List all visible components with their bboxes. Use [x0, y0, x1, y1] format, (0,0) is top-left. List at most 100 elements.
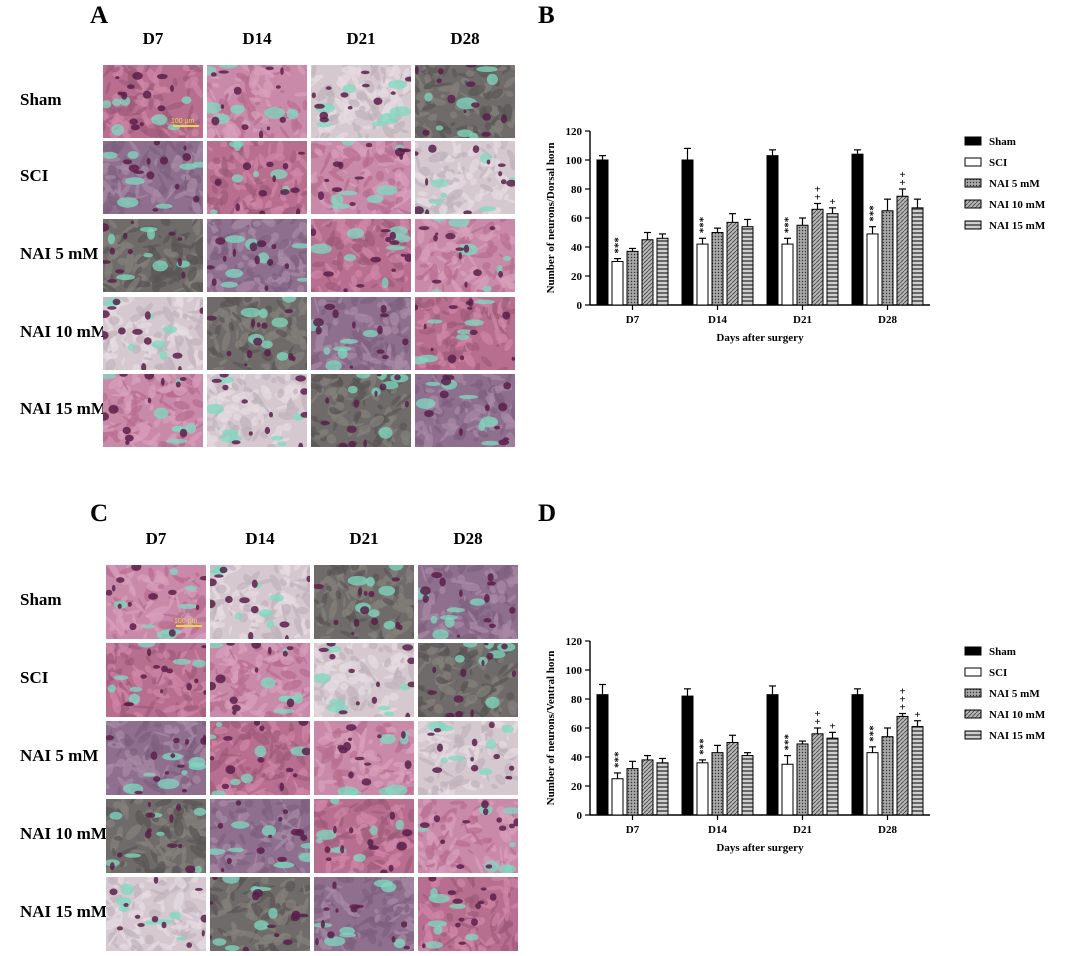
row-label-nai-10-mm: NAI 10 mM [20, 824, 107, 843]
micrograph-sham-d7: 100 µm [106, 565, 206, 639]
column-label-d21: D21 [346, 29, 376, 48]
significance-marker: + [899, 686, 905, 698]
legend-swatch-nai-5-mm [964, 178, 982, 188]
micrograph-nai-10-mm-d14 [210, 799, 310, 873]
micrograph-nai-15-mm-d28 [415, 374, 515, 447]
row-label-nai-10-mm: NAI 10 mM [20, 321, 107, 341]
bar-sham-d28 [851, 694, 864, 816]
micrograph-nai-5-mm-d21 [314, 721, 414, 795]
bar-chart-dorsal-horn: 0 20 40 60 80 100 120 Number of neurons/Dorsal … [545, 126, 1046, 344]
micrograph-nai-5-mm-d21 [311, 219, 411, 292]
panel-letter-a: A [90, 2, 109, 29]
panel-letter-b: B [538, 2, 555, 29]
legend-swatch-nai-10-mm [964, 199, 982, 209]
bar-sham-d14 [681, 695, 694, 816]
significance-marker: *** [613, 751, 625, 768]
legend-swatch-sci [964, 667, 982, 677]
micrograph-nai-5-mm-d7 [106, 721, 206, 795]
bar-nai-15-mm-d28 [911, 207, 924, 306]
significance-marker: + [829, 196, 835, 208]
legend-swatch-sham [964, 136, 982, 146]
significance-marker: + [914, 709, 920, 721]
y-tick-label: 120 [566, 126, 583, 138]
micrograph-sci-d7 [106, 643, 206, 717]
legend-label-nai-10-mm: NAI 10 mM [989, 199, 1046, 211]
micrograph-nai-10-mm-d7 [106, 799, 206, 873]
bar-sci-d7 [611, 778, 624, 816]
significance-marker: *** [868, 205, 880, 222]
significance-marker: + [814, 716, 820, 728]
micrograph-nai-15-mm-d14 [207, 374, 307, 447]
micrograph-sham-d21 [311, 65, 411, 138]
bar-nai-10-mm-d14 [726, 742, 739, 816]
column-label-d14: D14 [245, 529, 275, 548]
bar-nai-15-mm-d21 [826, 213, 839, 306]
bar-nai-10-mm-d21 [811, 733, 824, 816]
significance-marker: + [814, 192, 820, 204]
y-tick-label: 80 [571, 694, 583, 706]
y-tick-label: 0 [577, 300, 583, 312]
y-tick-label: 100 [566, 155, 583, 167]
legend-swatch-nai-5-mm [964, 688, 982, 698]
x-tick-label-d7: D7 [626, 824, 640, 836]
significance-marker: + [899, 177, 905, 189]
column-label-d21: D21 [349, 529, 379, 548]
bar-nai-10-mm-d28 [896, 715, 909, 816]
micrograph-nai-10-mm-d28 [415, 297, 515, 370]
micrograph-nai-15-mm-d21 [311, 374, 411, 447]
x-tick-label-d28: D28 [878, 314, 897, 326]
bar-sci-d7 [611, 261, 624, 306]
bar-sham-d21 [766, 694, 779, 816]
bar-nai-15-mm-d21 [826, 737, 839, 816]
bar-nai-15-mm-d28 [911, 726, 924, 816]
bar-nai-15-mm-d7 [656, 762, 669, 816]
micrograph-nai-10-mm-d21 [314, 799, 414, 873]
bar-sci-d28 [866, 752, 879, 816]
micrograph-nai-15-mm-d21 [314, 877, 414, 951]
significance-marker: + [899, 169, 905, 181]
y-tick-label: 100 [566, 665, 583, 677]
bar-sci-d21 [781, 763, 794, 816]
micrograph-nai-15-mm-d7 [106, 877, 206, 951]
legend-swatch-nai-10-mm [964, 709, 982, 719]
micrograph-sci-d7 [103, 141, 203, 214]
row-label-nai-5-mm: NAI 5 mM [20, 746, 99, 765]
legend-label-nai-5-mm: NAI 5 mM [989, 688, 1040, 700]
bar-nai-10-mm-d7 [641, 239, 654, 306]
legend-swatch-sham [964, 646, 982, 656]
micrograph-nai-10-mm-d21 [311, 297, 411, 370]
bar-nai-5-mm-d7 [626, 250, 639, 306]
significance-marker: *** [868, 725, 880, 742]
row-label-sci: SCI [20, 165, 49, 185]
bar-sci-d21 [781, 243, 794, 306]
bar-nai-15-mm-d14 [741, 755, 754, 816]
y-tick-label: 20 [571, 271, 583, 283]
significance-marker: + [829, 720, 835, 732]
legend-label-sci: SCI [989, 667, 1007, 679]
micrograph-sci-d21 [311, 141, 411, 214]
significance-marker: + [814, 708, 820, 720]
y-tick-label: 80 [571, 184, 583, 196]
micrograph-nai-5-mm-d14 [207, 219, 307, 292]
micrograph-sci-d14 [210, 643, 310, 717]
micrograph-sham-d14 [207, 65, 307, 138]
micrograph-sham-d14 [210, 565, 310, 639]
row-label-sham: Sham [20, 590, 62, 609]
significance-marker: *** [698, 216, 710, 233]
x-tick-label-d21: D21 [793, 824, 812, 836]
bar-sham-d28 [851, 153, 864, 306]
bar-nai-5-mm-d14 [711, 232, 724, 306]
legend-swatch-sci [964, 157, 982, 167]
legend-label-sham: Sham [989, 646, 1016, 658]
bar-nai-15-mm-d7 [656, 237, 669, 306]
micrograph-nai-10-mm-d28 [418, 799, 518, 873]
row-label-nai-15-mm: NAI 15 mM [20, 398, 107, 418]
bar-nai-5-mm-d21 [796, 743, 809, 816]
panel-letter-c: C [90, 500, 109, 527]
y-tick-label: 60 [571, 213, 583, 225]
x-tick-label-d14: D14 [708, 314, 727, 326]
micrograph-nai-5-mm-d14 [210, 721, 310, 795]
scale-bar-label: 100 µm [171, 118, 195, 125]
bar-nai-10-mm-d14 [726, 221, 739, 306]
micrograph-nai-10-mm-d14 [207, 297, 307, 370]
